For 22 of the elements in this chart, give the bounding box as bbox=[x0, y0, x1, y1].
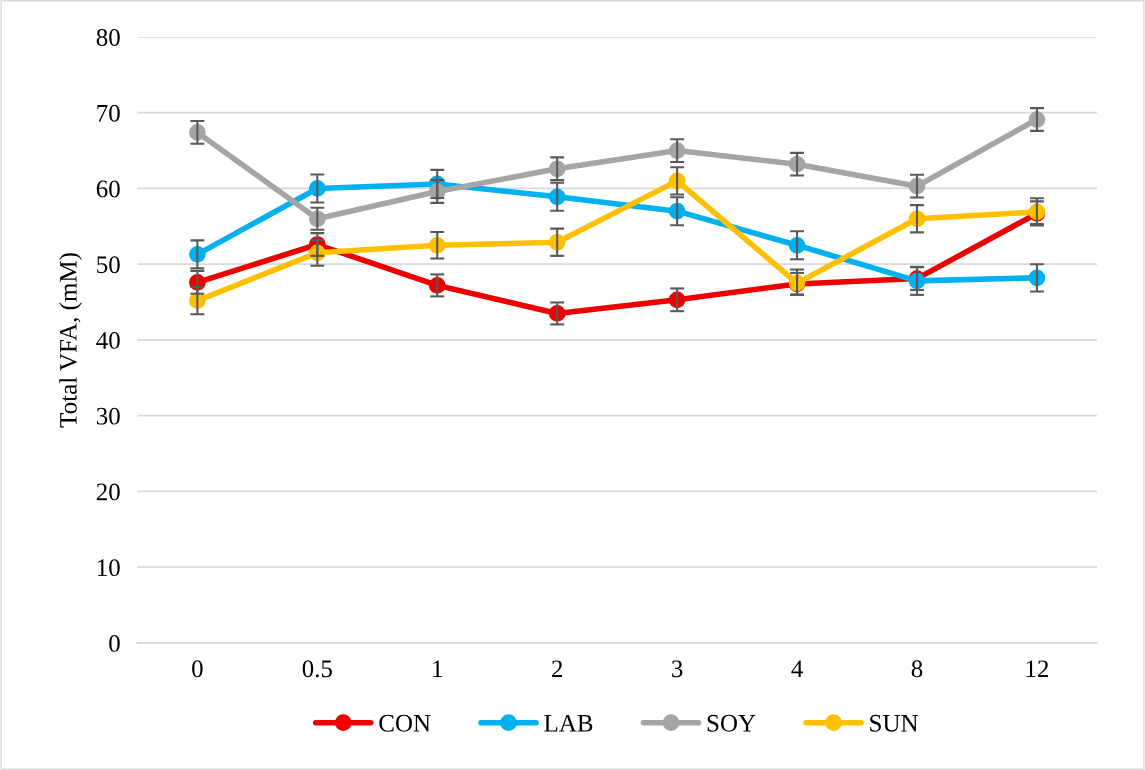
x-tick-label: 0.5 bbox=[302, 660, 332, 678]
legend-label: LAB bbox=[544, 714, 593, 732]
legend-label: CON bbox=[379, 714, 431, 732]
x-tick-label: 12 bbox=[1026, 660, 1049, 677]
x-tick-label: 4 bbox=[791, 660, 803, 677]
x-tick-label: 0 bbox=[192, 660, 203, 678]
y-tick-label: 70 bbox=[97, 104, 120, 122]
y-tick-label: 30 bbox=[96, 407, 120, 425]
legend-label: SOY bbox=[707, 714, 756, 732]
x-tick-label: 1 bbox=[433, 660, 442, 677]
legend-label: SUN bbox=[870, 714, 918, 732]
y-tick-label: 50 bbox=[97, 256, 120, 274]
y-axis-title: Total VFA, (mM) bbox=[59, 253, 82, 428]
x-tick-label: 3 bbox=[672, 660, 683, 678]
x-tick-label: 2 bbox=[552, 660, 563, 677]
y-tick-label: 80 bbox=[96, 29, 120, 46]
y-tick-label: 10 bbox=[97, 559, 120, 577]
y-tick-label: 20 bbox=[96, 483, 120, 501]
y-tick-label: 0 bbox=[109, 635, 120, 652]
x-tick-label: 8 bbox=[911, 660, 923, 678]
y-tick-label: 40 bbox=[96, 332, 120, 349]
y-tick-label: 60 bbox=[96, 180, 120, 198]
